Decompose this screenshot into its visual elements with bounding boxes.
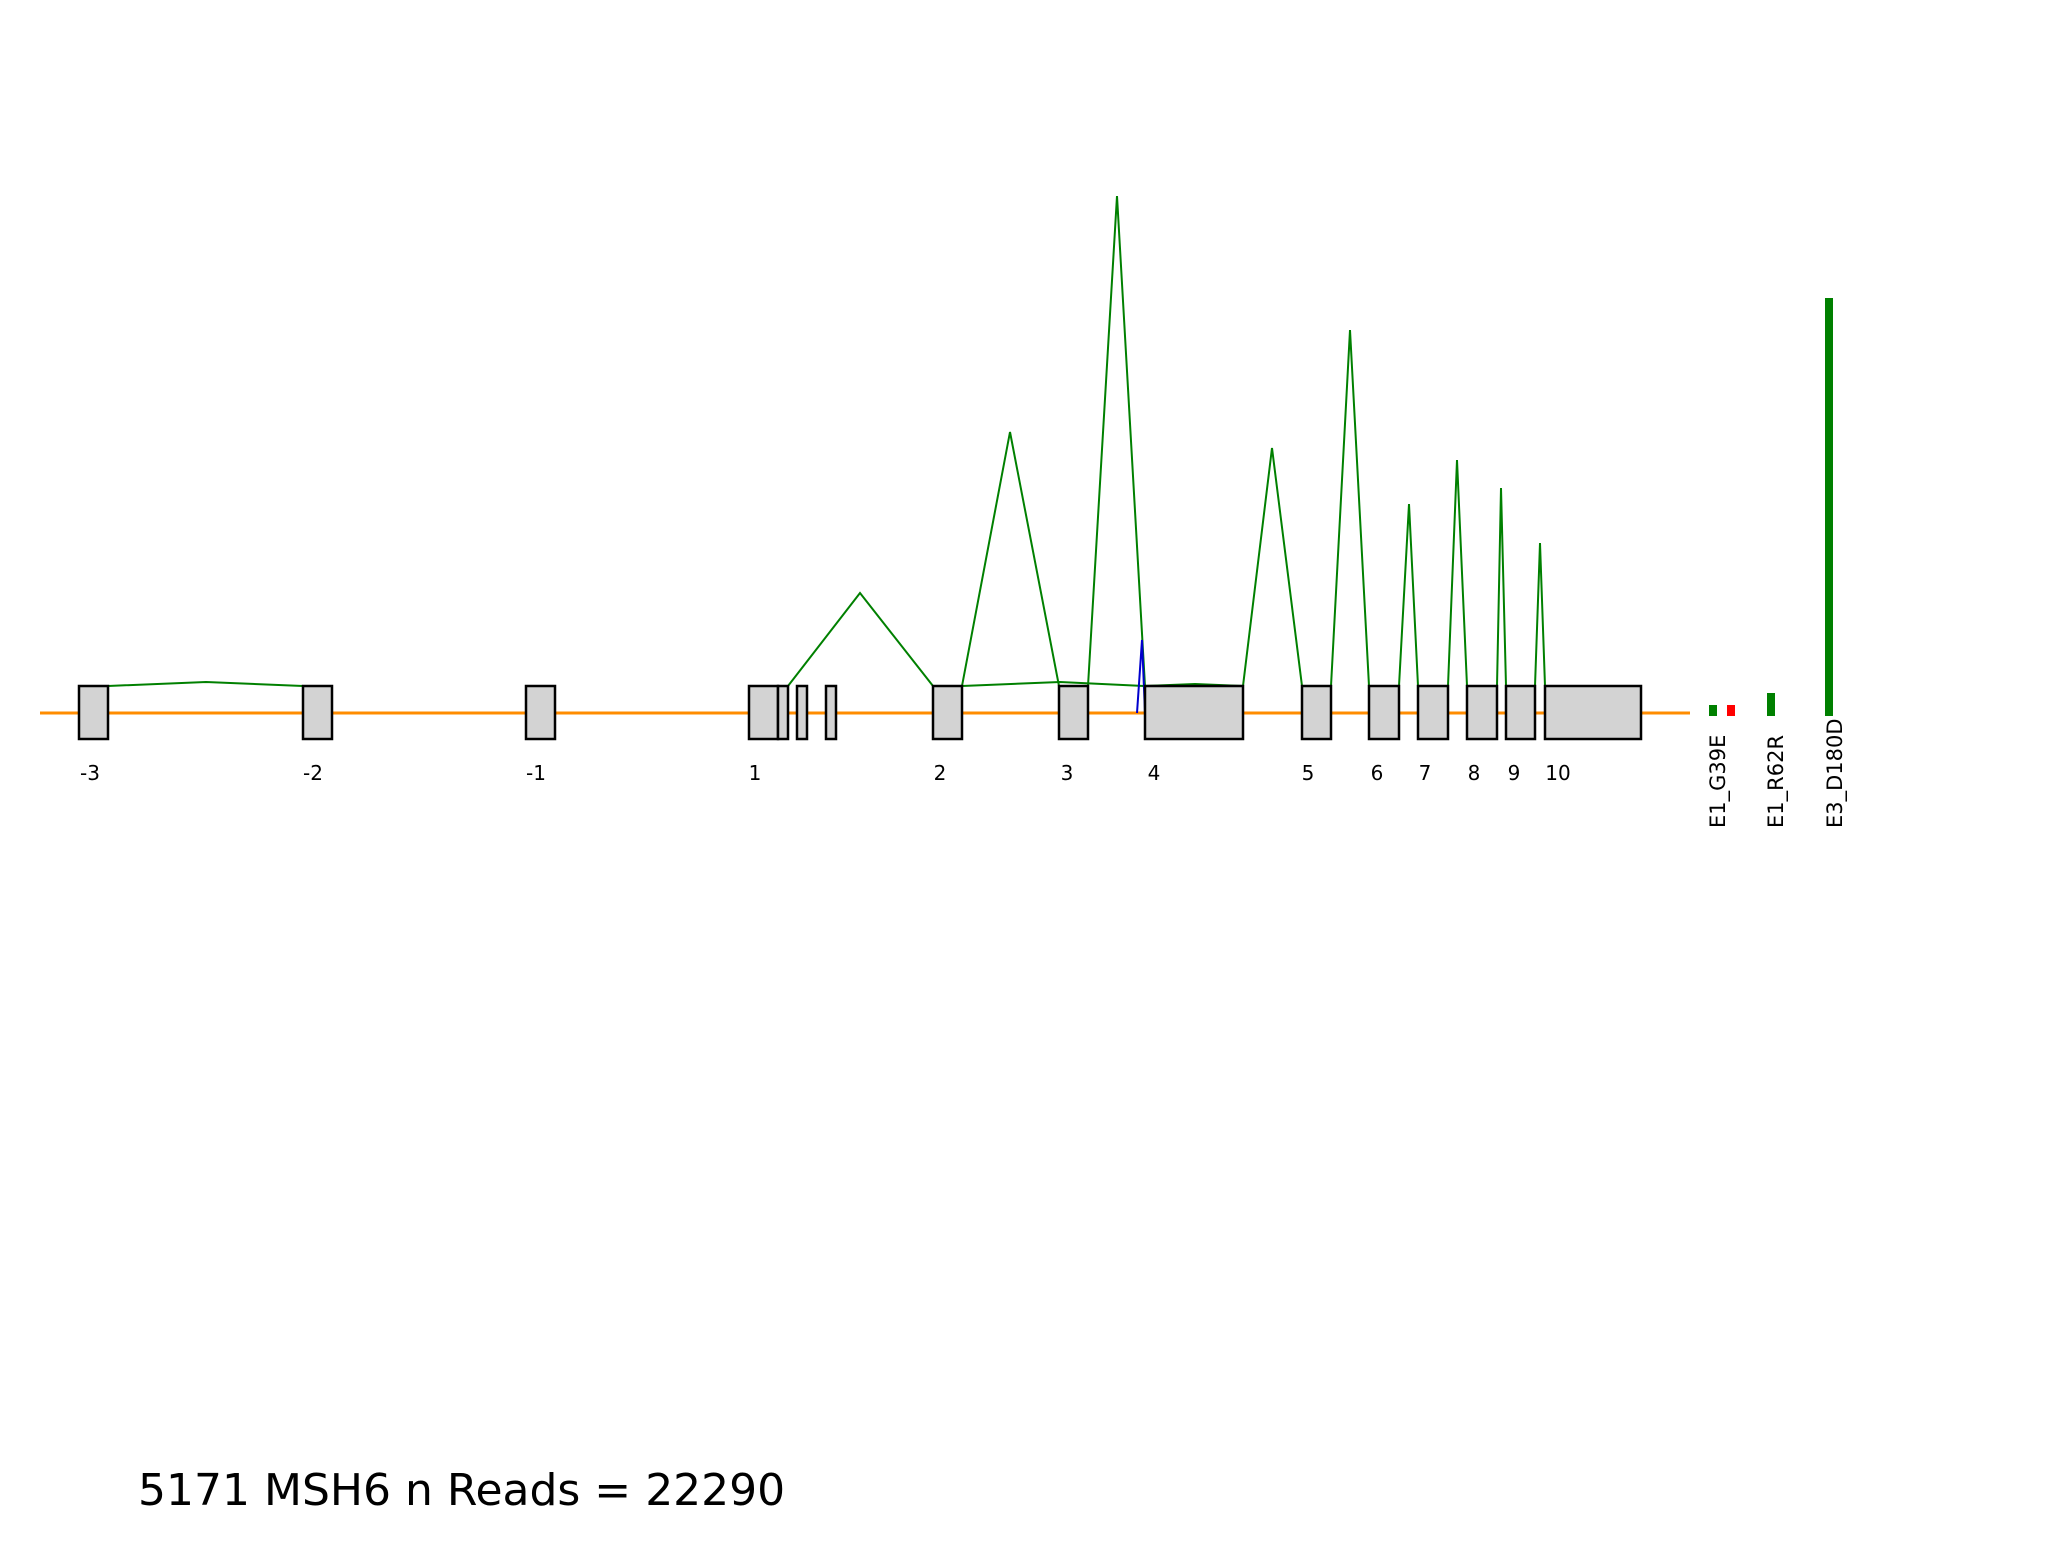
exon-box [747,684,780,741]
splice-junction [961,680,1146,687]
splice-junction [1398,503,1419,687]
exon-label-layer: -3 -2 -1 1 2 3 4 5 6 7 8 9 10 [80,761,1571,785]
exon-box [301,684,334,741]
exon-label: 4 [1148,761,1161,785]
exon-box [931,684,964,741]
variant-label: E1_R62R [1764,735,1789,828]
splice-junction [107,680,304,687]
exon-label: 7 [1419,761,1432,785]
exon-label: 8 [1468,761,1481,785]
splice-junction [1534,542,1546,687]
variant-label: E3_D180D [1823,718,1848,828]
variant-label: E1_G39E [1706,735,1731,828]
exon-box [824,684,838,741]
variant-bar [1727,705,1735,716]
variant-bar [1825,298,1833,716]
splice-junction [1496,487,1507,687]
variant-bar [1709,705,1717,716]
exon-label: 1 [749,761,762,785]
splice-junction [961,431,1060,687]
splice-junction [1087,195,1146,687]
exon-label: 9 [1508,761,1521,785]
variant-bar [1767,693,1775,716]
exon-label: 10 [1545,761,1570,785]
splice-junction [1330,329,1370,687]
exon-label: -1 [526,761,546,785]
exon-label: 5 [1302,761,1315,785]
exon-label: -3 [80,761,100,785]
caption-reads-value: 22290 [645,1465,786,1516]
splice-junction-layer [107,195,1546,714]
exon-box [1416,684,1450,741]
exon-box [776,684,790,741]
exon-box [795,684,809,741]
splice-junction [787,591,934,687]
exon-box [1300,684,1333,741]
exon-box [1504,684,1537,741]
exon-box [1465,684,1499,741]
figure-caption: 5171 MSH6 n Reads = 22290 [138,1465,785,1516]
splice-junction [1242,447,1303,687]
exon-label: 6 [1371,761,1384,785]
exon-box [524,684,557,741]
exon-box [1367,684,1401,741]
caption-reads-label: n Reads = [404,1465,632,1516]
exon-box [1057,684,1090,741]
splice-junction [1447,459,1468,687]
exon-layer [77,684,1643,741]
exon-box [1543,684,1643,741]
caption-sample-id: 5171 [138,1465,250,1516]
variant-layer: E1_G39E E1_R62R E3_D180D [1706,298,1848,828]
exon-box [1143,684,1245,741]
exon-label: 3 [1061,761,1074,785]
exon-label: -2 [303,761,323,785]
exon-box [77,684,110,741]
caption-gene: MSH6 [263,1465,391,1516]
exon-label: 2 [934,761,947,785]
